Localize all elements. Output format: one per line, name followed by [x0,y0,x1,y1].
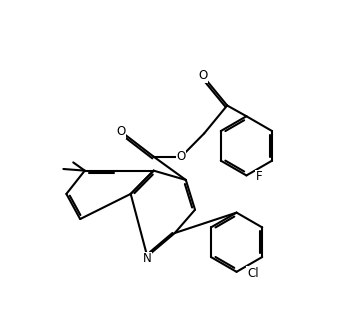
Text: O: O [116,125,125,138]
Text: O: O [198,69,207,82]
Text: O: O [176,150,186,163]
Text: F: F [256,170,262,183]
Text: Cl: Cl [247,267,259,280]
Text: N: N [143,252,151,265]
